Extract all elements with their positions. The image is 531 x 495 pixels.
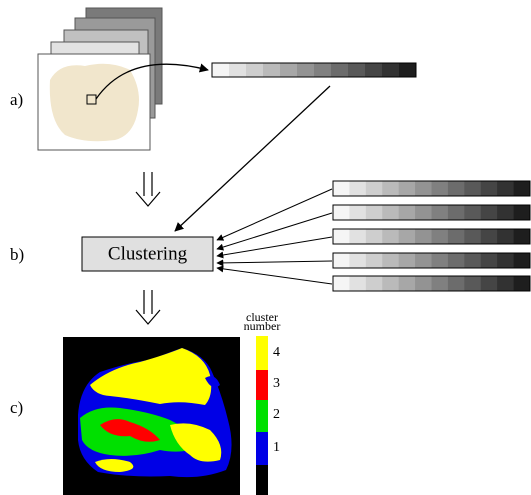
strip-cell [333,181,350,196]
strip-cell [382,205,399,220]
strip-cell [333,229,350,244]
strip-cell [399,276,416,291]
strip-cell [399,205,416,220]
strip-cell [382,229,399,244]
clustering-label: Clustering [108,243,188,264]
strip-cell [448,205,465,220]
colorbar-tick: 1 [273,440,280,455]
strip-cell [481,229,498,244]
strip-cell [366,276,383,291]
strip-cell [399,181,416,196]
strip-cell [497,253,514,268]
strip-cell [314,63,332,77]
figure: a) b) c) Clustering [0,0,531,495]
strip-cell [297,63,315,77]
strip-cell [366,181,383,196]
strip-cell [432,229,449,244]
strip-cell [280,63,298,77]
strip-cell [464,205,481,220]
strip-cell [349,205,366,220]
arrows [217,189,332,284]
strip-cell [514,229,531,244]
strip-cell [382,253,399,268]
colorbar-tick: 2 [273,407,280,422]
strip-cell [349,276,366,291]
strip-cell [382,181,399,196]
strip-cell [382,276,399,291]
panel-label: c) [10,398,23,417]
strip-cell [415,181,432,196]
strip-cell [212,63,230,77]
strip-cell [365,63,383,77]
strip-cell [432,181,449,196]
panel-label: a) [10,90,23,109]
colorbar-title: number [244,319,281,333]
strip-cell [399,229,416,244]
strip-cell [497,205,514,220]
strip-cell [497,181,514,196]
strip-cell [497,276,514,291]
strip-cell [448,276,465,291]
strip-cell [432,205,449,220]
strip-cell [229,63,247,77]
strip-cell [415,253,432,268]
strip-cell [366,253,383,268]
strip-cell [464,276,481,291]
strip-cell [432,253,449,268]
strip-cell [481,205,498,220]
strip-cell [333,205,350,220]
arrow [175,86,330,231]
strip-cell [348,63,366,77]
colorbar-tick: 4 [273,345,280,360]
panel-label: b) [10,245,24,264]
strip-cell [333,276,350,291]
strip-cell [246,63,264,77]
strip-cell [349,229,366,244]
strip-cell [514,253,531,268]
strips [212,63,531,291]
strip-cell [415,276,432,291]
strip-cell [382,63,400,77]
colorbar-tick: 3 [273,376,280,391]
strip-cell [448,181,465,196]
strip-cell [399,253,416,268]
image-stack [38,8,162,150]
strip-cell [333,253,350,268]
strip-cell [514,181,531,196]
strip-cell [399,63,417,77]
strip-cell [349,181,366,196]
strip-cell [366,229,383,244]
strip-cell [481,181,498,196]
colorbar [256,336,268,495]
strip-cell [415,229,432,244]
strip-cell [464,181,481,196]
cluster-map [63,337,240,495]
strip-cell [464,229,481,244]
strip-cell [432,276,449,291]
strip-cell [464,253,481,268]
strip-cell [481,253,498,268]
strip-cell [366,205,383,220]
strip-cell [448,253,465,268]
strip-cell [448,229,465,244]
strip-cell [349,253,366,268]
strip-cell [514,205,531,220]
strip-cell [263,63,281,77]
strip-cell [514,276,531,291]
strip-cell [415,205,432,220]
strip-cell [481,276,498,291]
strip-cell [497,229,514,244]
strip-cell [331,63,349,77]
